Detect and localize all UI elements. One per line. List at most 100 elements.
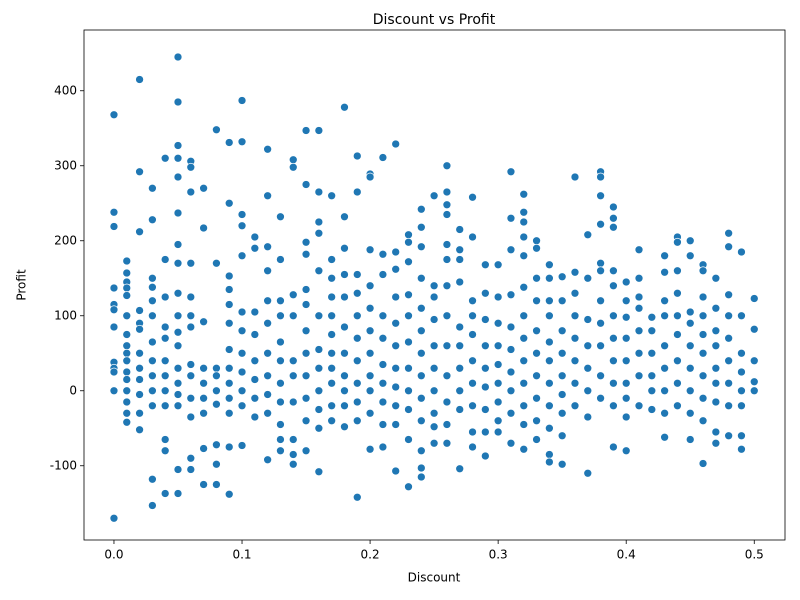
scatter-point xyxy=(480,341,490,351)
scatter-point xyxy=(519,217,529,227)
scatter-point xyxy=(340,371,349,381)
scatter-point xyxy=(288,435,298,444)
scatter-point xyxy=(314,217,324,227)
scatter-point xyxy=(237,441,247,450)
scatter-point xyxy=(519,251,529,261)
scatter-point xyxy=(596,371,605,381)
scatter-point xyxy=(173,311,183,321)
scatter-point xyxy=(276,446,285,456)
scatter-point xyxy=(621,412,631,422)
scatter-point xyxy=(416,393,426,403)
scatter-point xyxy=(224,138,234,147)
scatter-point xyxy=(160,446,170,456)
scatter-point xyxy=(545,378,554,388)
scatter-point xyxy=(250,243,260,253)
scatter-point xyxy=(711,273,721,283)
scatter-point xyxy=(391,341,401,351)
scatter-point xyxy=(532,243,541,253)
scatter-point xyxy=(340,386,349,396)
scatter-point xyxy=(455,245,465,255)
scatter-point xyxy=(352,151,362,161)
scatter-point xyxy=(468,427,477,437)
scatter-point xyxy=(378,270,388,279)
scatter-point xyxy=(647,371,657,381)
scatter-point xyxy=(557,390,567,399)
scatter-point xyxy=(276,435,285,444)
scatter-point xyxy=(609,281,618,291)
scatter-point xyxy=(160,489,170,498)
scatter-point xyxy=(404,311,413,321)
scatter-point xyxy=(570,356,580,366)
scatter-point xyxy=(378,442,388,452)
scatter-point xyxy=(519,444,529,454)
scatter-point xyxy=(173,363,183,373)
scatter-point xyxy=(660,251,669,261)
scatter-point xyxy=(570,288,580,298)
scatter-point xyxy=(378,153,388,162)
scatter-point xyxy=(634,326,644,336)
scatter-point xyxy=(442,371,452,381)
scatter-point xyxy=(596,172,605,182)
scatter-point xyxy=(327,378,337,388)
scatter-point xyxy=(263,296,272,306)
scatter-point xyxy=(416,463,426,473)
scatter-point xyxy=(609,311,618,321)
scatter-point xyxy=(288,450,298,459)
scatter-point xyxy=(557,272,567,282)
scatter-point xyxy=(711,397,721,407)
scatter-point xyxy=(442,200,452,210)
scatter-point xyxy=(391,420,401,429)
scatter-point xyxy=(506,213,516,223)
scatter-point xyxy=(135,75,144,84)
scatter-point xyxy=(429,386,439,396)
scatter-point xyxy=(122,330,132,339)
scatter-point xyxy=(173,172,183,182)
scatter-point xyxy=(724,401,734,411)
scatter-point xyxy=(109,207,119,217)
scatter-point xyxy=(442,397,452,407)
scatter-point xyxy=(698,311,708,321)
scatter-point xyxy=(711,438,721,448)
scatter-point xyxy=(301,249,311,259)
scatter-point xyxy=(263,266,272,276)
scatter-point xyxy=(416,326,426,336)
scatter-point xyxy=(404,237,413,247)
scatter-point xyxy=(724,311,734,321)
scatter-point xyxy=(288,162,298,172)
scatter-point xyxy=(378,378,388,388)
scatter-point xyxy=(711,303,721,313)
scatter-point xyxy=(378,397,388,407)
x-tick-label: 0.4 xyxy=(617,548,636,562)
scatter-point xyxy=(468,311,477,321)
scatter-point xyxy=(186,322,196,332)
scatter-point xyxy=(545,311,554,321)
scatter-point xyxy=(314,126,324,135)
scatter-point xyxy=(352,492,362,502)
scatter-point xyxy=(340,322,349,332)
scatter-point xyxy=(160,371,170,381)
scatter-point xyxy=(749,324,759,334)
scatter-point xyxy=(647,405,657,414)
scatter-point xyxy=(532,296,541,306)
scatter-point xyxy=(480,451,490,461)
scatter-point xyxy=(122,348,132,358)
scatter-point xyxy=(263,371,272,381)
x-tick-label: 0.0 xyxy=(104,548,123,562)
scatter-point xyxy=(173,258,183,268)
scatter-point xyxy=(173,141,183,150)
scatter-point xyxy=(660,267,669,277)
scatter-point xyxy=(583,230,593,240)
scatter-point xyxy=(749,356,759,366)
scatter-point xyxy=(173,240,183,249)
scatter-point xyxy=(186,465,196,474)
scatter-point xyxy=(673,288,682,298)
scatter-point xyxy=(532,393,541,403)
scatter-point xyxy=(545,296,554,306)
scatter-point xyxy=(276,212,285,222)
scatter-point xyxy=(442,161,452,171)
scatter-point xyxy=(340,422,349,432)
scatter-point xyxy=(698,348,708,358)
scatter-point xyxy=(711,341,721,351)
scatter-point xyxy=(327,191,337,201)
scatter-point xyxy=(724,242,734,252)
